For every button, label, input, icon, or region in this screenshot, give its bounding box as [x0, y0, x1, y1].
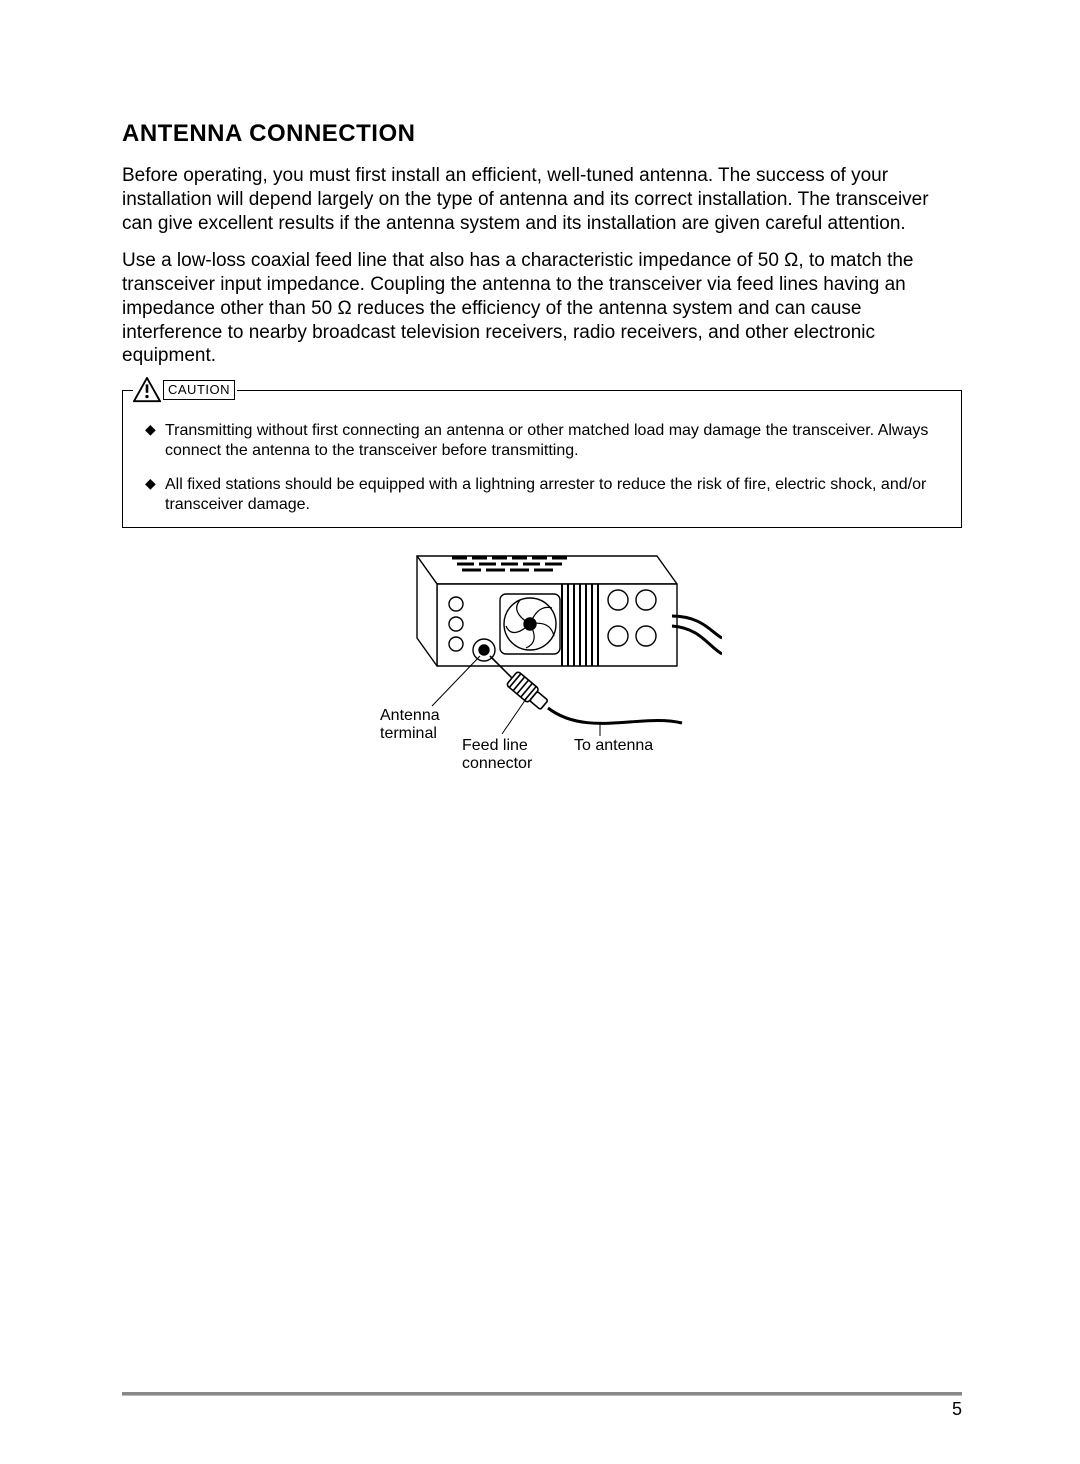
diamond-bullet-icon: ◆ [145, 475, 165, 493]
label-feed-line-connector: Feed line connector [462, 737, 533, 772]
diamond-bullet-icon: ◆ [145, 421, 165, 439]
page-number: 5 [952, 1399, 962, 1420]
caution-triangle-icon [133, 377, 161, 403]
caution-bullet-2: ◆ All fixed stations should be equipped … [165, 475, 947, 515]
figure: Antenna terminal Feed line connector To … [122, 538, 962, 783]
caution-bullet-1-text: Transmitting without first connecting an… [165, 421, 947, 461]
caution-box: CAUTION ◆ Transmitting without first con… [122, 390, 962, 528]
caution-header: CAUTION [133, 377, 237, 403]
transceiver-diagram: Antenna terminal Feed line connector To … [362, 538, 722, 778]
caution-label: CAUTION [163, 380, 235, 400]
page: ANTENNA CONNECTION Before operating, you… [0, 0, 1080, 1464]
label-antenna-terminal: Antenna terminal [380, 707, 444, 742]
caution-bullet-2-text: All fixed stations should be equipped wi… [165, 475, 947, 515]
caution-bullet-1: ◆ Transmitting without first connecting … [165, 421, 947, 461]
paragraph-1: Before operating, you must first install… [122, 164, 962, 235]
label-to-antenna: To antenna [574, 737, 653, 754]
section-title: ANTENNA CONNECTION [122, 120, 962, 148]
footer-rule [122, 1392, 962, 1396]
paragraph-2: Use a low-loss coaxial feed line that al… [122, 249, 962, 368]
